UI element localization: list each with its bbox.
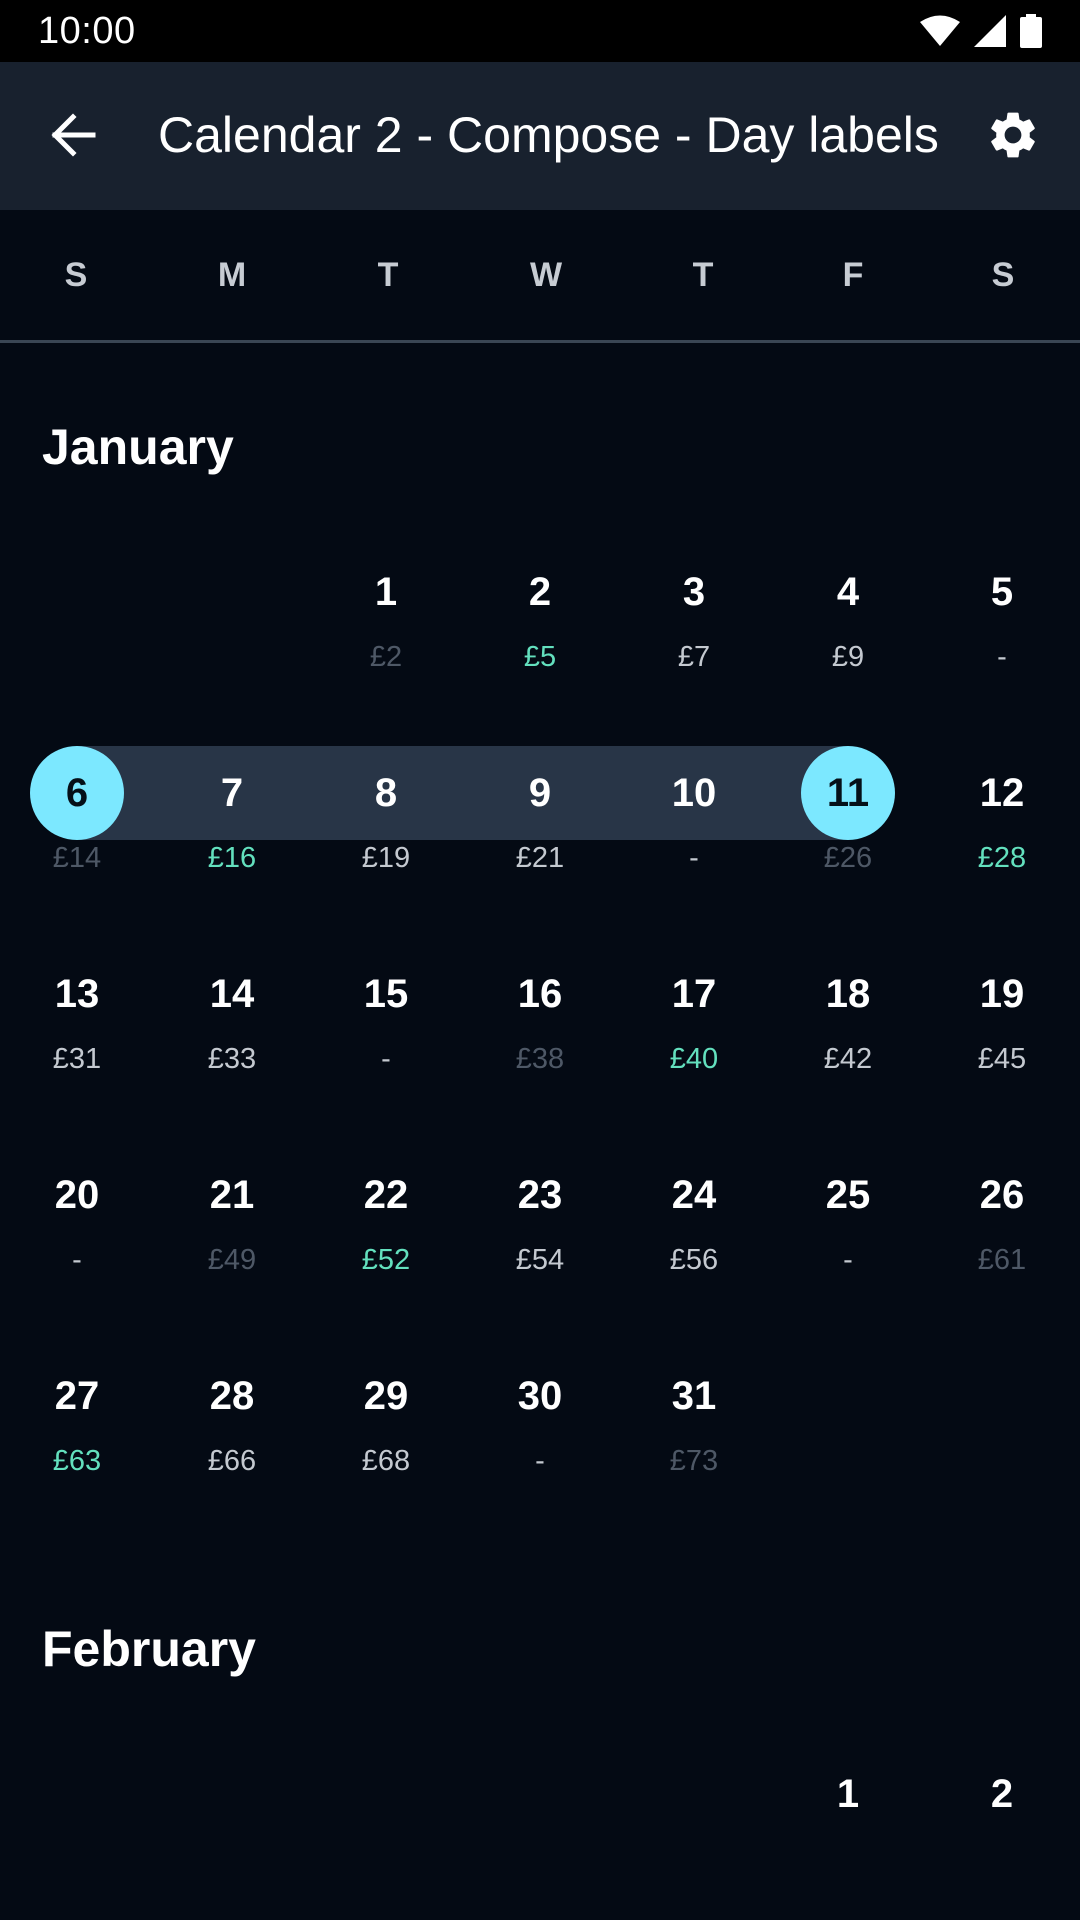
calendar-day[interactable]: 23	[517, 1173, 563, 1217]
calendar-day[interactable]: 15	[363, 972, 409, 1016]
day-price-label: £66	[207, 1445, 257, 1477]
calendar-day[interactable]: 26	[979, 1173, 1025, 1217]
app-bar: Calendar 2 - Compose - Day labels	[0, 62, 1080, 210]
day-price-label: -	[689, 842, 699, 874]
weekday-label: F	[842, 256, 864, 294]
signal-icon	[974, 15, 1006, 52]
calendar-day[interactable]: 22	[363, 1173, 409, 1217]
month-title: January	[42, 419, 234, 475]
day-price-label: £19	[361, 842, 411, 874]
calendar-day[interactable]: 25	[825, 1173, 871, 1217]
calendar-day[interactable]: 28	[209, 1374, 255, 1418]
day-price-label: £61	[977, 1244, 1027, 1276]
status-time: 10:00	[38, 10, 136, 52]
month-title: February	[42, 1621, 256, 1677]
calendar-day[interactable]: 4	[836, 570, 860, 614]
day-price-label: £52	[361, 1244, 411, 1276]
day-price-label: £28	[977, 842, 1027, 874]
back-button[interactable]	[40, 104, 106, 170]
day-price-label: -	[381, 1043, 391, 1075]
day-price-label: -	[72, 1244, 82, 1276]
day-price-label: £73	[669, 1445, 719, 1477]
wifi-icon	[920, 15, 960, 52]
weekday-label: S	[991, 256, 1015, 294]
calendar-day[interactable]: 1	[374, 570, 398, 614]
calendar-day[interactable]: 30	[517, 1374, 563, 1418]
day-price-label: £38	[515, 1043, 565, 1075]
calendar-day[interactable]: 16	[517, 972, 563, 1016]
day-price-label: £2	[369, 641, 403, 673]
calendar-day[interactable]: 21	[209, 1173, 255, 1217]
page-title: Calendar 2 - Compose - Day labels	[158, 107, 939, 163]
calendar-day[interactable]: 8	[374, 771, 398, 815]
status-bar: 10:00	[0, 0, 1080, 62]
calendar-day[interactable]: 10	[671, 771, 717, 815]
day-price-label: £31	[52, 1043, 102, 1075]
gear-icon	[985, 107, 1041, 168]
selected-day-circle	[30, 746, 124, 840]
calendar-day[interactable]: 3	[682, 570, 706, 614]
weekday-label: W	[529, 256, 563, 294]
calendar-day[interactable]: 17	[671, 972, 717, 1016]
calendar-day[interactable]: 13	[54, 972, 100, 1016]
calendar-day[interactable]: 2	[990, 1772, 1014, 1816]
calendar-day[interactable]: 2	[528, 570, 552, 614]
calendar-day[interactable]: 31	[671, 1374, 717, 1418]
day-price-label: £7	[677, 641, 711, 673]
selected-range-band	[77, 746, 848, 840]
weekday-label: S	[64, 256, 88, 294]
day-price-label: £40	[669, 1043, 719, 1075]
calendar-day[interactable]: 9	[528, 771, 552, 815]
day-price-label: £5	[523, 641, 557, 673]
day-price-label: £16	[207, 842, 257, 874]
day-price-label: £21	[515, 842, 565, 874]
day-price-label: £49	[207, 1244, 257, 1276]
calendar-day[interactable]: 20	[54, 1173, 100, 1217]
weekday-label: M	[217, 256, 247, 294]
calendar-day[interactable]: 19	[979, 972, 1025, 1016]
day-price-label: £56	[669, 1244, 719, 1276]
day-price-label: -	[843, 1244, 853, 1276]
day-price-label: £54	[515, 1244, 565, 1276]
day-price-label: £42	[823, 1043, 873, 1075]
day-price-label: £26	[823, 842, 873, 874]
day-price-label: £9	[831, 641, 865, 673]
calendar-day[interactable]: 29	[363, 1374, 409, 1418]
calendar-day[interactable]: 5	[990, 570, 1014, 614]
weekday-label: T	[692, 256, 714, 294]
day-price-label: £63	[52, 1445, 102, 1477]
status-icons	[920, 14, 1042, 53]
arrow-back-icon	[49, 112, 97, 162]
day-price-label: £14	[52, 842, 102, 874]
calendar-day[interactable]: 11	[826, 771, 870, 815]
calendar-day[interactable]: 18	[825, 972, 871, 1016]
day-price-label: -	[997, 641, 1007, 673]
calendar-day[interactable]: 12	[979, 771, 1025, 815]
calendar-day[interactable]: 24	[671, 1173, 717, 1217]
calendar-day[interactable]: 27	[54, 1374, 100, 1418]
calendar-day[interactable]: 14	[209, 972, 255, 1016]
settings-button[interactable]	[978, 102, 1048, 172]
selected-day-circle	[801, 746, 895, 840]
calendar-day[interactable]: 1	[836, 1772, 860, 1816]
day-price-label: £68	[361, 1445, 411, 1477]
calendar-day[interactable]: 7	[220, 771, 244, 815]
calendar-day[interactable]: 6	[65, 771, 89, 815]
day-price-label: £33	[207, 1043, 257, 1075]
day-price-label: -	[535, 1445, 545, 1477]
battery-icon	[1020, 14, 1042, 53]
day-price-label: £45	[977, 1043, 1027, 1075]
weekday-label: T	[377, 256, 399, 294]
